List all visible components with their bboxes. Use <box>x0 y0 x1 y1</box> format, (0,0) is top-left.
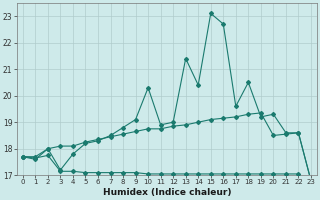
X-axis label: Humidex (Indice chaleur): Humidex (Indice chaleur) <box>103 188 231 197</box>
